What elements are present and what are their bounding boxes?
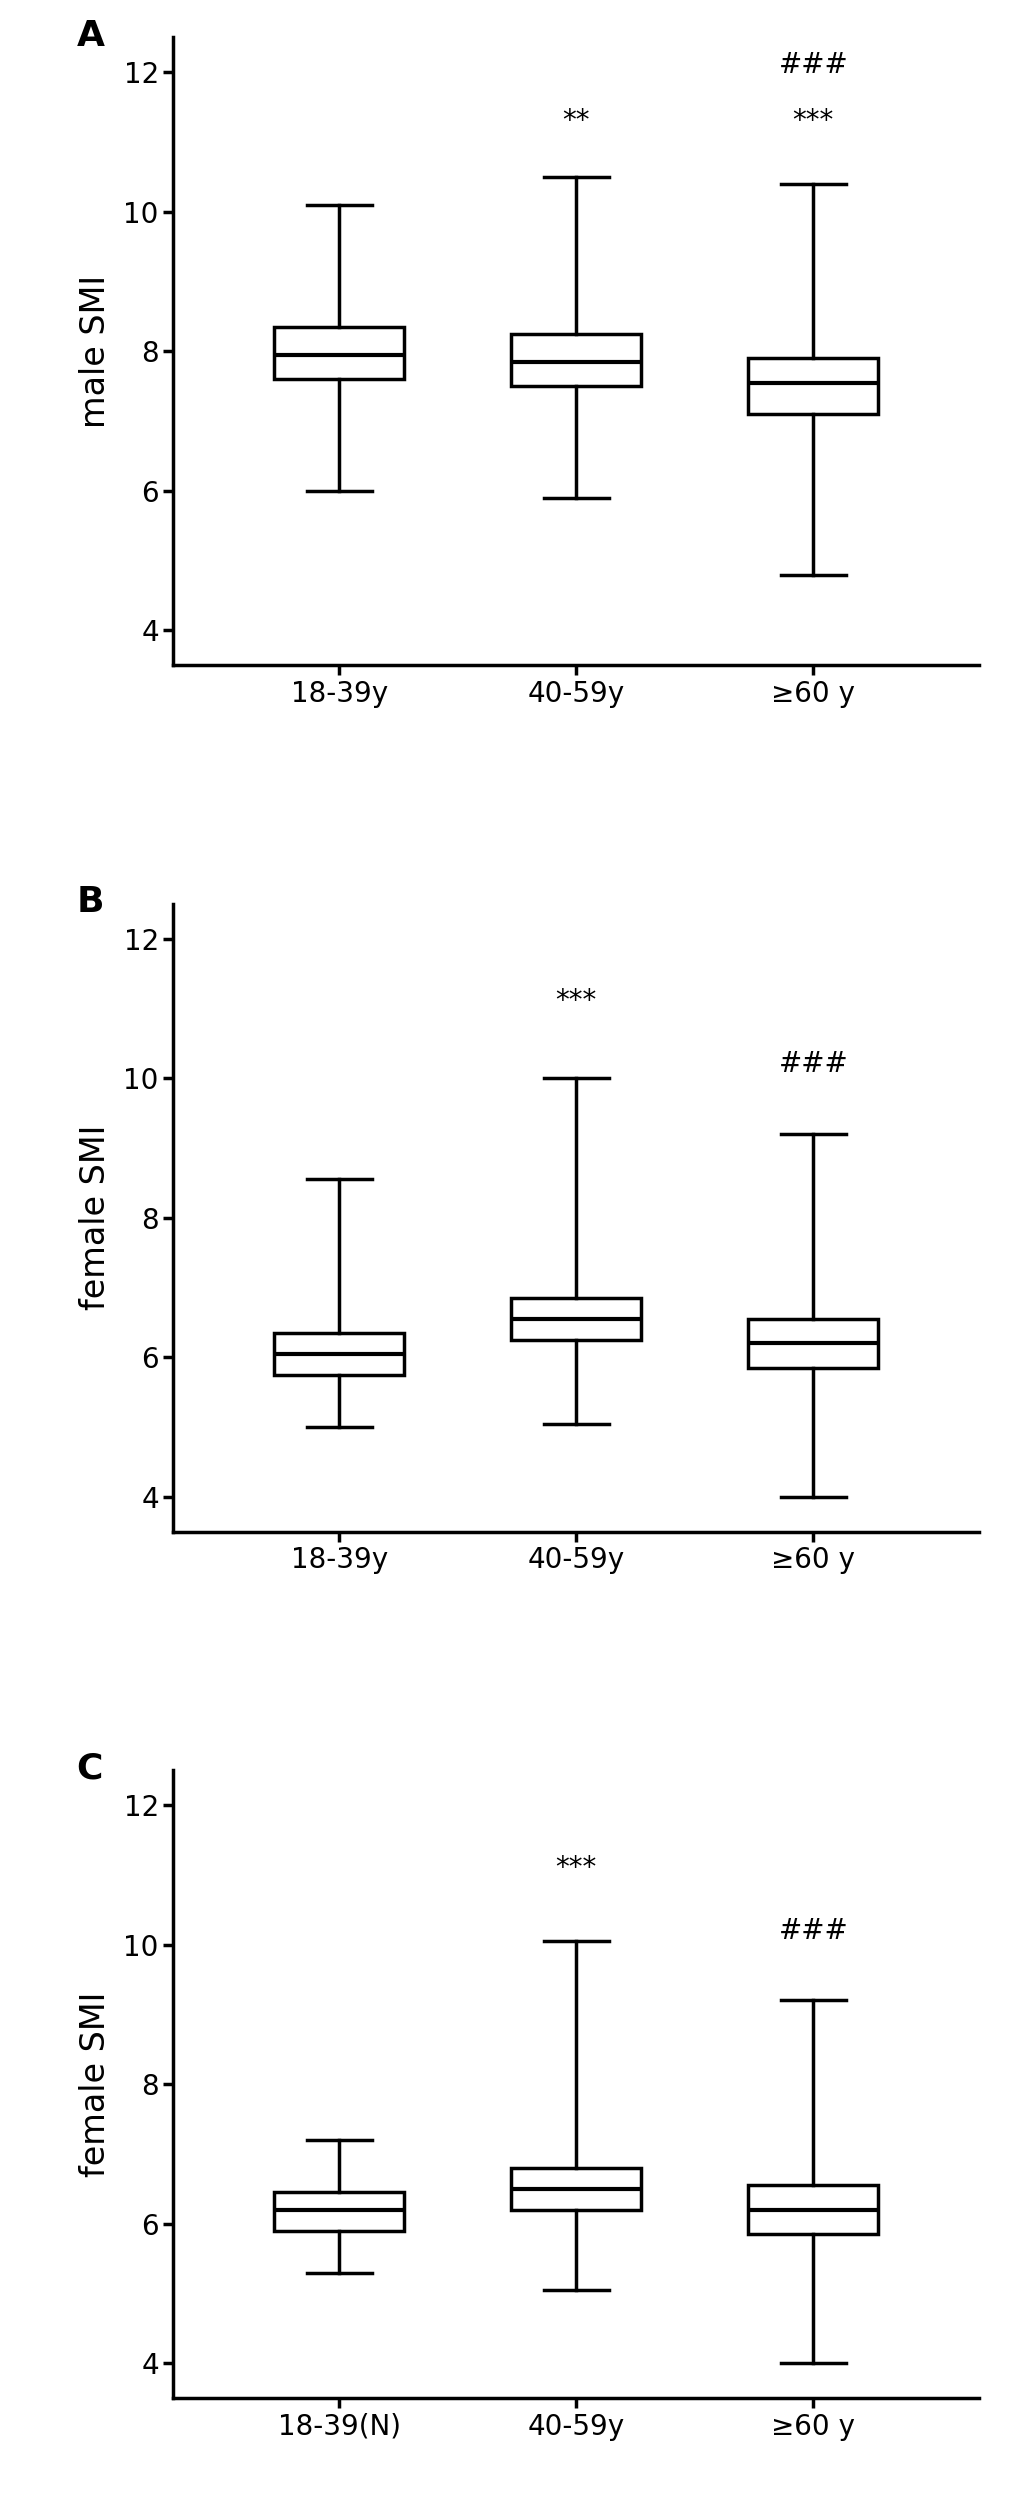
Text: B: B [76, 884, 104, 919]
PathPatch shape [511, 1299, 641, 1339]
PathPatch shape [274, 327, 405, 380]
PathPatch shape [747, 357, 877, 415]
Text: A: A [76, 17, 105, 52]
PathPatch shape [274, 2193, 405, 2231]
PathPatch shape [274, 1334, 405, 1374]
PathPatch shape [511, 335, 641, 387]
Text: ###: ### [777, 1916, 848, 1943]
Text: ###: ### [777, 52, 848, 80]
Text: ***: *** [555, 987, 596, 1017]
Y-axis label: female SMI: female SMI [79, 1991, 112, 2176]
PathPatch shape [511, 2168, 641, 2211]
Text: **: ** [562, 107, 589, 135]
Y-axis label: male SMI: male SMI [79, 275, 112, 427]
PathPatch shape [747, 2186, 877, 2233]
Y-axis label: female SMI: female SMI [79, 1124, 112, 1311]
PathPatch shape [747, 1319, 877, 1369]
Text: ***: *** [555, 1854, 596, 1881]
Text: C: C [76, 1751, 103, 1786]
Text: ***: *** [792, 107, 834, 135]
Text: ###: ### [777, 1049, 848, 1079]
